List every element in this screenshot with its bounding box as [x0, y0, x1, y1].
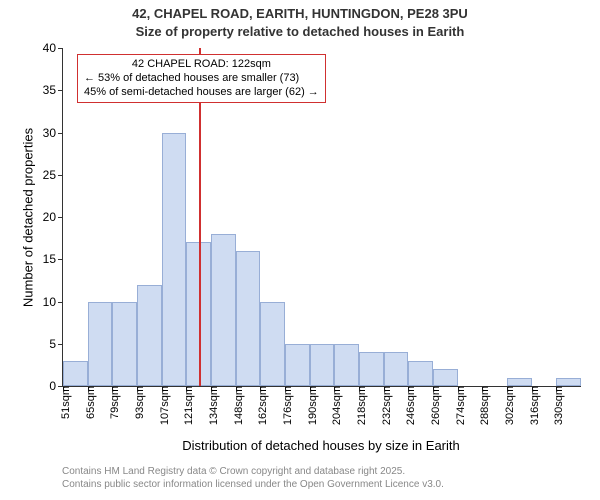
footer-line2: Contains public sector information licen… [62, 479, 444, 491]
histogram-bar [88, 302, 113, 387]
histogram-bar [310, 344, 335, 386]
xtick-label: 107sqm [153, 386, 171, 425]
histogram-bar [285, 344, 310, 386]
xtick-label: 246sqm [399, 386, 417, 425]
histogram-bar [211, 234, 236, 386]
xtick-label: 288sqm [473, 386, 491, 425]
xtick-label: 121sqm [177, 386, 195, 425]
histogram-bar [507, 378, 532, 386]
xtick-label: 260sqm [424, 386, 442, 425]
histogram-bar [334, 344, 359, 386]
xtick-label: 51sqm [54, 386, 72, 419]
xtick-label: 93sqm [128, 386, 146, 419]
y-axis-label: Number of detached properties [21, 118, 36, 318]
ytick-label: 15 [43, 252, 63, 266]
chart-container: 42, CHAPEL ROAD, EARITH, HUNTINGDON, PE2… [0, 0, 600, 500]
histogram-bar [408, 361, 433, 386]
annotation-line: 45% of semi-detached houses are larger (… [84, 86, 319, 100]
ytick-label: 5 [49, 337, 63, 351]
histogram-bar [112, 302, 137, 387]
footer-line1: Contains HM Land Registry data © Crown c… [62, 466, 405, 478]
plot-area: 051015202530354051sqm65sqm79sqm93sqm107s… [62, 48, 581, 387]
annotation-line: ← 53% of detached houses are smaller (73… [84, 72, 319, 86]
ytick-label: 35 [43, 83, 63, 97]
histogram-bar [556, 378, 581, 386]
xtick-label: 274sqm [449, 386, 467, 425]
histogram-bar [260, 302, 285, 387]
ytick-label: 10 [43, 295, 63, 309]
annotation-box: 42 CHAPEL ROAD: 122sqm← 53% of detached … [77, 54, 326, 103]
xtick-label: 316sqm [523, 386, 541, 425]
histogram-bar [384, 352, 409, 386]
annotation-line: 42 CHAPEL ROAD: 122sqm [84, 58, 319, 72]
ytick-label: 25 [43, 168, 63, 182]
histogram-bar [236, 251, 261, 386]
xtick-label: 148sqm [227, 386, 245, 425]
xtick-label: 162sqm [251, 386, 269, 425]
xtick-label: 330sqm [547, 386, 565, 425]
xtick-label: 232sqm [375, 386, 393, 425]
chart-title-line2: Size of property relative to detached ho… [0, 24, 600, 39]
histogram-bar [433, 369, 458, 386]
histogram-bar [137, 285, 162, 386]
xtick-label: 134sqm [202, 386, 220, 425]
ytick-label: 20 [43, 210, 63, 224]
histogram-bar [63, 361, 88, 386]
xtick-label: 65sqm [79, 386, 97, 419]
chart-title-line1: 42, CHAPEL ROAD, EARITH, HUNTINGDON, PE2… [0, 6, 600, 21]
histogram-bar [359, 352, 384, 386]
ytick-label: 40 [43, 41, 63, 55]
xtick-label: 190sqm [301, 386, 319, 425]
xtick-label: 204sqm [325, 386, 343, 425]
xtick-label: 79sqm [103, 386, 121, 419]
xtick-label: 176sqm [276, 386, 294, 425]
ytick-label: 30 [43, 126, 63, 140]
histogram-bar [162, 133, 187, 387]
xtick-label: 302sqm [498, 386, 516, 425]
x-axis-label: Distribution of detached houses by size … [62, 438, 580, 453]
xtick-label: 218sqm [350, 386, 368, 425]
